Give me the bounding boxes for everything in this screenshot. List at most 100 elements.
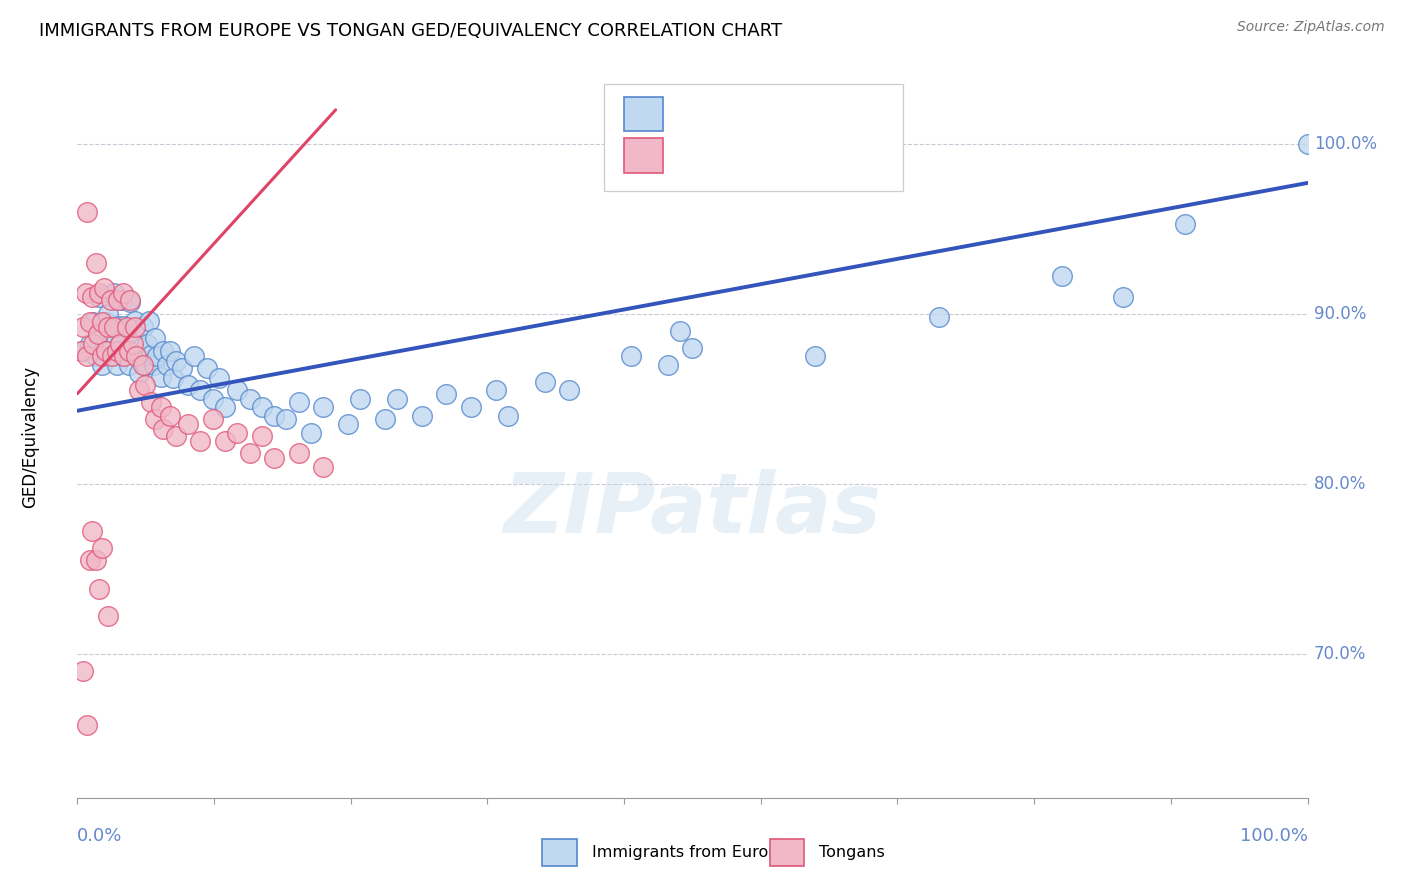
- Text: 100.0%: 100.0%: [1313, 135, 1376, 153]
- Point: [460, 401, 482, 415]
- Point: [82, 524, 104, 539]
- Text: 90.0%: 90.0%: [1313, 305, 1367, 323]
- Point: [121, 337, 143, 351]
- Point: [103, 327, 125, 342]
- Point: [87, 327, 110, 342]
- Point: [105, 344, 128, 359]
- Point: [214, 434, 236, 449]
- Text: ZIPatlas: ZIPatlas: [503, 469, 882, 549]
- Point: [201, 392, 224, 406]
- Point: [70, 344, 93, 359]
- Point: [276, 412, 298, 426]
- Point: [263, 451, 285, 466]
- Point: [337, 417, 360, 432]
- Text: 80.0%: 80.0%: [1313, 475, 1367, 493]
- Point: [188, 434, 212, 449]
- Point: [120, 293, 142, 308]
- Point: [141, 348, 163, 362]
- Point: [120, 294, 142, 309]
- Point: [76, 349, 98, 363]
- Point: [1112, 290, 1135, 304]
- Point: [170, 361, 193, 376]
- Point: [97, 320, 120, 334]
- Point: [131, 320, 153, 334]
- Point: [111, 349, 134, 363]
- Point: [110, 337, 132, 351]
- Point: [100, 293, 122, 308]
- Point: [112, 318, 135, 333]
- Text: Tongans: Tongans: [820, 845, 884, 860]
- Point: [97, 307, 120, 321]
- FancyBboxPatch shape: [605, 84, 903, 191]
- Point: [150, 401, 173, 415]
- Point: [496, 409, 519, 423]
- Point: [128, 384, 150, 398]
- Bar: [624, 138, 664, 173]
- Point: [928, 310, 950, 325]
- Point: [121, 337, 143, 351]
- Text: GED/Equivalency: GED/Equivalency: [21, 366, 39, 508]
- Text: IMMIGRANTS FROM EUROPE VS TONGAN GED/EQUIVALENCY CORRELATION CHART: IMMIGRANTS FROM EUROPE VS TONGAN GED/EQU…: [39, 22, 783, 40]
- Point: [208, 371, 231, 385]
- Point: [75, 286, 97, 301]
- Point: [90, 315, 114, 329]
- Point: [128, 367, 150, 381]
- Point: [385, 392, 409, 406]
- Bar: [770, 838, 804, 866]
- Point: [374, 412, 396, 426]
- Point: [142, 358, 165, 372]
- Point: [100, 337, 122, 351]
- Text: 0.0%: 0.0%: [77, 827, 122, 846]
- Point: [79, 337, 101, 351]
- Point: [1174, 217, 1197, 231]
- Point: [159, 409, 181, 423]
- Point: [93, 327, 115, 342]
- Point: [141, 395, 163, 409]
- Point: [165, 354, 187, 368]
- Point: [89, 290, 111, 304]
- Point: [226, 384, 249, 398]
- Point: [436, 386, 458, 401]
- Text: Immigrants from Europe: Immigrants from Europe: [592, 845, 787, 860]
- Point: [201, 412, 224, 426]
- Point: [115, 320, 138, 334]
- Point: [134, 378, 156, 392]
- Text: R = 0.388: R = 0.388: [676, 145, 783, 165]
- Point: [239, 392, 262, 406]
- Point: [183, 349, 205, 363]
- Point: [101, 349, 124, 363]
- Point: [411, 409, 433, 423]
- Point: [105, 358, 128, 372]
- Point: [72, 664, 94, 678]
- Point: [84, 349, 107, 363]
- Point: [250, 429, 273, 443]
- Point: [263, 409, 285, 423]
- Point: [107, 318, 129, 333]
- Point: [226, 425, 249, 440]
- Point: [804, 349, 827, 363]
- Point: [239, 446, 262, 460]
- Point: [90, 349, 114, 363]
- Point: [101, 349, 124, 363]
- Point: [82, 315, 104, 329]
- Point: [89, 286, 111, 301]
- Point: [76, 718, 98, 732]
- Bar: [543, 838, 576, 866]
- Point: [143, 412, 166, 426]
- Point: [112, 349, 135, 363]
- Point: [107, 293, 129, 308]
- Point: [125, 349, 148, 363]
- Point: [558, 384, 581, 398]
- Point: [118, 344, 141, 359]
- Text: Source: ZipAtlas.com: Source: ZipAtlas.com: [1237, 20, 1385, 34]
- Point: [72, 344, 94, 359]
- Point: [118, 358, 141, 372]
- Point: [125, 349, 148, 363]
- Point: [177, 378, 200, 392]
- Point: [152, 422, 174, 436]
- Point: [111, 286, 134, 301]
- Point: [143, 331, 166, 345]
- Point: [111, 293, 132, 308]
- Text: N = 79: N = 79: [787, 104, 860, 124]
- Point: [150, 369, 173, 384]
